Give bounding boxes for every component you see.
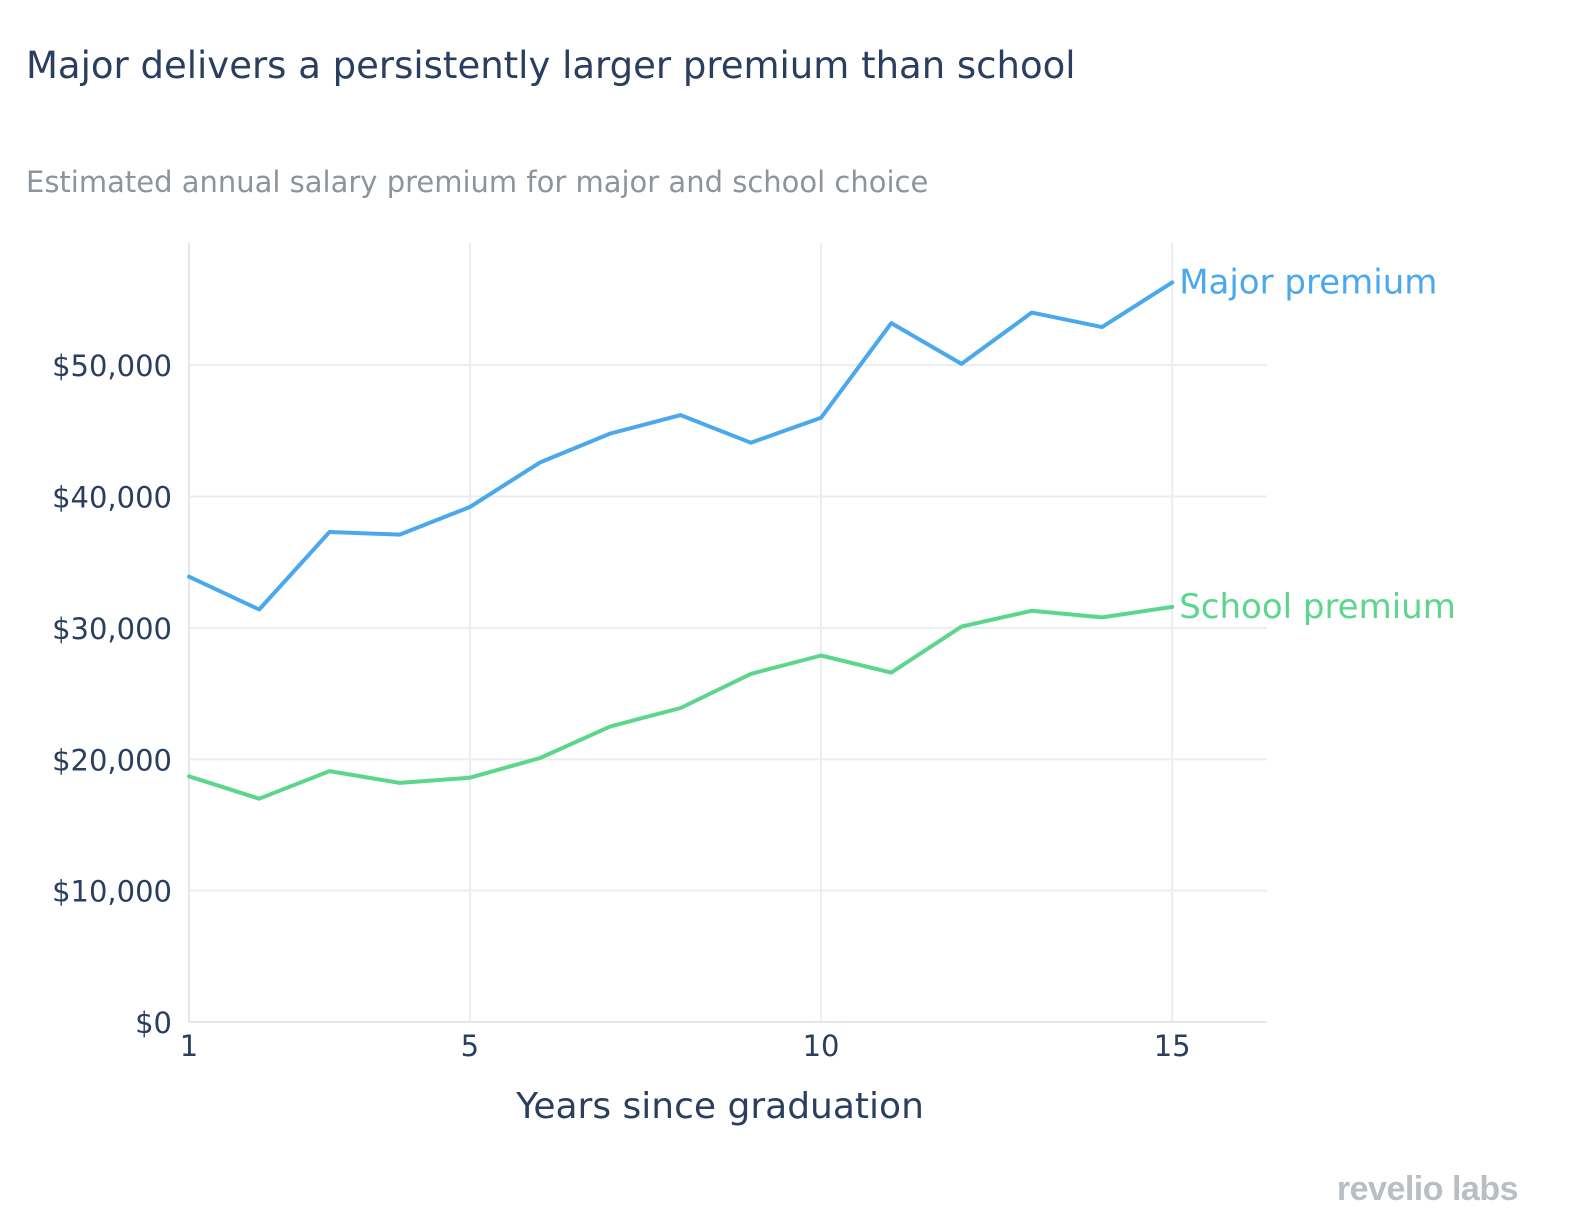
grid	[189, 243, 1267, 1022]
x-tick-label: 5	[461, 1029, 479, 1063]
school-premium-label: School premium	[1179, 587, 1456, 627]
y-tick-label: $20,000	[52, 743, 172, 777]
major-premium-label: Major premium	[1179, 262, 1437, 302]
y-tick-label: $10,000	[52, 875, 172, 909]
school-premium-line	[187, 604, 1175, 801]
y-tick-label: $0	[135, 1006, 172, 1040]
major-premium-line	[187, 280, 1175, 612]
series-labels: Major premium School premium	[1179, 262, 1456, 626]
chart-title: Major delivers a persistently larger pre…	[26, 44, 1076, 87]
chart-subtitle: Estimated annual salary premium for majo…	[26, 165, 929, 199]
x-tick-label: 15	[1154, 1029, 1191, 1063]
y-tick-label: $40,000	[52, 481, 172, 515]
y-tick-label: $50,000	[52, 349, 172, 383]
x-tick-label: 10	[803, 1029, 840, 1063]
x-axis-title: Years since graduation	[515, 1086, 924, 1127]
series-lines	[187, 280, 1175, 801]
y-tick-label: $30,000	[52, 612, 172, 646]
brand-logo: revelio labs	[1336, 1170, 1519, 1208]
x-tick-label: 1	[180, 1029, 198, 1063]
